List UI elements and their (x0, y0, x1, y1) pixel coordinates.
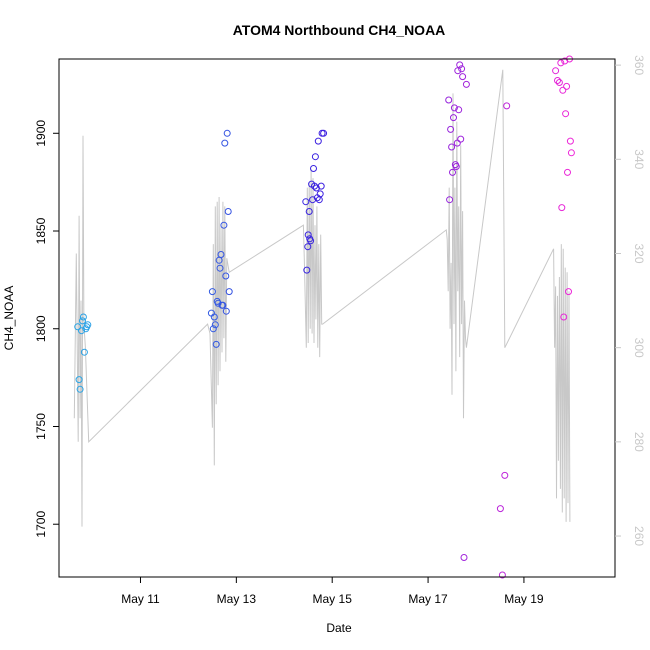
data-point (449, 168, 456, 176)
data-point (557, 59, 565, 67)
data-point (453, 139, 461, 147)
y2-tick-label: 320 (632, 243, 646, 263)
data-point (80, 348, 88, 356)
data-point (552, 67, 560, 75)
plot-frame (58, 58, 616, 578)
data-point (75, 376, 83, 384)
data-point (314, 137, 322, 145)
data-point (212, 340, 220, 348)
data-point (211, 321, 219, 329)
data-point (456, 61, 464, 69)
data-point (503, 102, 511, 110)
data-point (78, 327, 85, 335)
data-point (84, 321, 92, 329)
data-point (219, 301, 227, 309)
data-point (447, 125, 455, 133)
y-tick-label: 1900 (34, 120, 48, 147)
data-point (302, 198, 310, 206)
trace-line (73, 69, 571, 527)
x-tick-label: May 15 (313, 592, 353, 606)
data-point (310, 165, 317, 172)
data-point (307, 237, 315, 245)
data-point (217, 251, 225, 258)
y-tick-label: 1750 (34, 413, 48, 440)
data-point (458, 65, 466, 73)
data-point (460, 554, 468, 561)
data-point (223, 129, 231, 137)
data-point (498, 571, 506, 579)
data-point (210, 313, 218, 321)
y2-tick-label: 280 (632, 432, 646, 452)
data-point (220, 221, 228, 229)
data-point (448, 143, 456, 151)
data-point (564, 168, 571, 176)
data-point (446, 196, 454, 204)
data-point (209, 325, 217, 333)
data-point (222, 272, 230, 280)
y-tick-label: 1800 (34, 315, 48, 342)
data-point (450, 104, 458, 112)
data-point (224, 208, 232, 215)
data-point (305, 208, 313, 215)
data-point (462, 80, 470, 88)
data-point (554, 77, 561, 84)
y2-tick-label: 300 (632, 338, 646, 358)
data-point (567, 149, 575, 157)
data-point (222, 307, 230, 315)
data-point (566, 137, 574, 145)
data-point (501, 471, 509, 479)
x-tick-label: May 11 (121, 592, 160, 606)
axes: May 11 May 13 May 15 May 17 May 19 1700 1750 18… (34, 55, 646, 606)
data-point (216, 264, 224, 272)
data-point (452, 163, 460, 170)
x-axis-label: Date (326, 621, 352, 635)
data-point (312, 184, 320, 192)
data-point (303, 266, 311, 274)
data-point (563, 82, 571, 90)
y-tick-label: 1850 (34, 217, 48, 244)
data-point (221, 139, 229, 147)
data-point (562, 110, 570, 118)
data-point (317, 182, 325, 190)
y-axis-label: CH4_NOAA (2, 286, 16, 351)
data-point (225, 288, 233, 296)
data-point (320, 129, 328, 137)
chart-title: ATOM4 Northbound CH4_NOAA (233, 22, 446, 38)
x-tick-label: May 17 (408, 592, 448, 606)
data-point (311, 153, 319, 161)
data-point (208, 288, 216, 296)
instrument-trace (73, 69, 571, 527)
data-point (565, 288, 572, 296)
data-point (555, 79, 563, 86)
data-point (304, 243, 312, 251)
data-point (79, 317, 86, 325)
data-point (316, 190, 324, 198)
data-point (309, 196, 317, 204)
data-point (496, 505, 504, 513)
data-point (311, 182, 318, 190)
data-point (445, 96, 453, 104)
data-point (455, 106, 463, 114)
data-point (304, 231, 312, 239)
data-point (459, 73, 467, 81)
y2-tick-label: 260 (632, 526, 646, 546)
y-tick-label: 1700 (34, 511, 48, 538)
data-point (79, 313, 87, 321)
data-point (558, 204, 566, 212)
data-point (450, 114, 457, 122)
y2-tick-label: 340 (632, 149, 646, 169)
ch4-points (74, 55, 575, 579)
data-point (457, 135, 465, 143)
data-point (74, 323, 82, 331)
y2-tick-label: 360 (632, 55, 646, 75)
data-point (559, 86, 567, 94)
data-point (560, 313, 568, 321)
data-point (76, 385, 84, 393)
x-tick-label: May 13 (217, 592, 257, 606)
x-tick-label: May 19 (504, 592, 544, 606)
